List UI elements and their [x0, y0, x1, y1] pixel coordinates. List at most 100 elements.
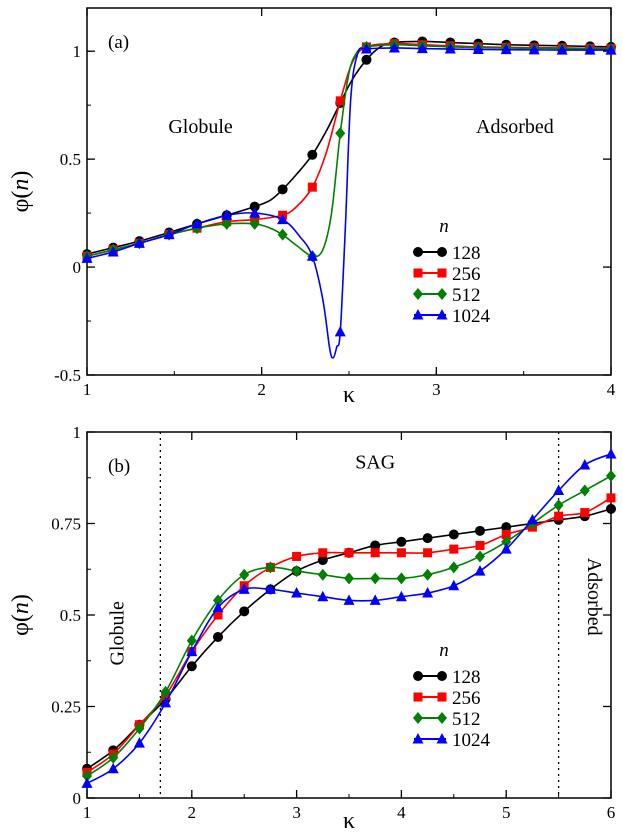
series-line-1024: [86, 47, 611, 359]
x-tick-label: 5: [502, 803, 511, 822]
data-point-512: [422, 568, 433, 581]
data-point-128: [249, 201, 260, 212]
data-point-1024: [605, 44, 617, 55]
data-point-512: [277, 228, 288, 241]
region-label: Globule: [168, 116, 233, 138]
data-point-1024: [500, 43, 512, 55]
data-point-1024: [605, 447, 617, 459]
data-point-256: [449, 544, 459, 554]
legend-entry: 128: [452, 667, 481, 688]
data-point-1024: [191, 217, 203, 229]
data-point-512: [291, 565, 302, 578]
data-point-128: [277, 184, 288, 195]
data-point-1024: [133, 237, 145, 248]
series-256: [82, 493, 616, 777]
data-point-512: [134, 722, 145, 735]
y-tick-label: 0.5: [60, 606, 81, 625]
data-point-1024: [422, 587, 434, 598]
data-point-1024: [317, 590, 329, 602]
legend-title: n: [439, 640, 449, 661]
data-point-512: [579, 484, 590, 497]
data-point-128: [448, 529, 459, 540]
data-point-128: [361, 54, 372, 65]
legend-marker: [413, 712, 423, 724]
data-point-1024: [238, 583, 250, 594]
x-axis-title: κ: [343, 382, 355, 408]
data-point-1024: [444, 43, 456, 54]
data-point-1024: [474, 565, 486, 576]
legend-marker: [437, 692, 447, 702]
data-point-256: [318, 548, 328, 558]
series-1024: [81, 447, 617, 788]
legend-marker: [412, 309, 424, 320]
y-tick-label: 1: [73, 42, 82, 61]
legend-marker: [413, 692, 423, 702]
region-label: Globule: [107, 601, 129, 666]
data-point-256: [501, 529, 511, 539]
series-1024: [81, 41, 617, 359]
data-point-512: [186, 634, 197, 647]
data-point-256: [606, 493, 616, 503]
data-point-1024: [343, 594, 355, 605]
x-tick-label: 1: [83, 380, 92, 399]
plot-frame: [86, 7, 612, 376]
region-label: Adsorbed: [476, 116, 554, 138]
y-tick-label: 0.75: [51, 515, 81, 534]
data-point-1024: [306, 250, 318, 261]
data-point-1024: [133, 737, 145, 748]
data-point-512: [475, 550, 485, 563]
region-label: SAG: [355, 452, 395, 474]
x-axis-title: κ: [343, 808, 355, 834]
legend-marker: [436, 733, 448, 744]
legend-marker: [437, 288, 447, 300]
data-point-1024: [264, 583, 276, 594]
data-point-256: [554, 511, 564, 521]
legend-entry: 128: [452, 243, 481, 264]
data-point-1024: [369, 594, 381, 605]
legend-marker: [413, 268, 423, 278]
series-line-256: [86, 497, 612, 774]
data-point-1024: [334, 325, 346, 337]
data-point-1024: [416, 42, 428, 54]
legend-marker: [413, 247, 423, 257]
data-point-256: [396, 548, 406, 558]
data-point-1024: [163, 228, 175, 240]
legend-entry: 256: [452, 264, 481, 285]
legend-entry: 1024: [452, 306, 491, 327]
data-point-1024: [160, 696, 172, 708]
x-tick-label: 2: [188, 803, 197, 822]
y-tick-label: 0: [73, 789, 82, 808]
legend-entry: 1024: [452, 730, 491, 751]
legend-marker: [436, 309, 448, 320]
data-point-256: [292, 551, 302, 561]
y-tick-label: -0.5: [54, 366, 81, 385]
data-point-256: [423, 548, 433, 558]
data-point-1024: [277, 213, 289, 225]
chart-panel-b: 1 2 3 4 5 6 0 0.25 0.5 0.75 1 κ φ(n) (b) SAG Globule Ads…: [8, 423, 617, 834]
data-point-256: [307, 182, 317, 192]
series-128: [82, 503, 616, 774]
data-point-512: [370, 572, 381, 585]
y-tick-label: 1: [73, 423, 82, 442]
data-point-128: [317, 555, 328, 566]
legend-marker: [437, 712, 447, 724]
data-point-1024: [472, 43, 484, 54]
data-point-1024: [553, 484, 565, 496]
data-point-1024: [395, 590, 407, 602]
data-point-256: [344, 548, 354, 558]
data-point-128: [396, 536, 407, 547]
data-point-512: [239, 568, 250, 581]
legend-entry: 256: [452, 688, 481, 709]
x-tick-label: 3: [432, 380, 441, 399]
data-point-1024: [448, 579, 460, 591]
x-tick-label: 4: [607, 380, 616, 399]
x-tick-label: 1: [83, 803, 92, 822]
data-point-1024: [500, 543, 512, 554]
y-tick-label: 0.25: [51, 698, 81, 717]
x-tick-label: 4: [397, 803, 406, 822]
data-point-256: [475, 540, 485, 550]
data-point-1024: [221, 209, 233, 220]
data-point-1024: [584, 44, 596, 55]
data-point-1024: [107, 245, 119, 257]
